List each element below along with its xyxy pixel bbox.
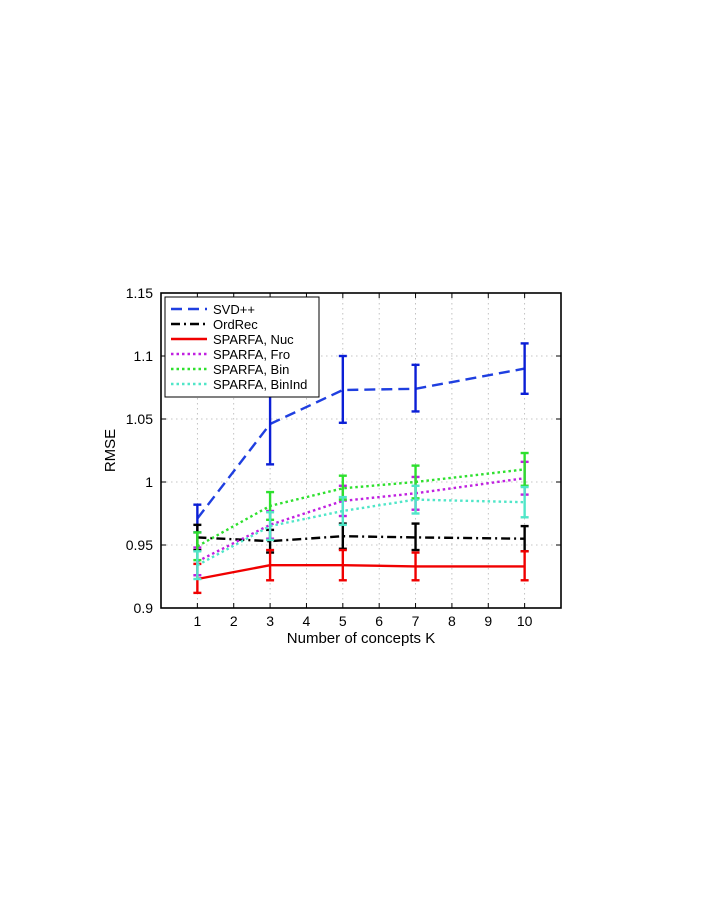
x-axis-label: Number of concepts K: [287, 630, 435, 647]
error-bar-svd: [338, 354, 347, 424]
y-axis-label: RMSE: [102, 429, 119, 472]
error-bar-sparfa-nuc: [520, 550, 529, 582]
y-tick-label: 1.05: [126, 411, 153, 427]
error-bar-sparfa-bin: [520, 451, 529, 487]
error-bar-svd: [411, 363, 420, 413]
error-bar-sparfa-nuc: [411, 551, 420, 582]
y-tick-label: 0.9: [134, 600, 154, 616]
series-line-sparfa-nuc: [197, 564, 525, 581]
error-bar-sparfa-binind: [338, 495, 347, 527]
legend-label-sparfa-binind: SPARFA, BinInd: [213, 377, 307, 392]
series-sparfa-bin: [193, 451, 529, 562]
legend-label-svd: SVD++: [213, 302, 255, 317]
series-sparfa-nuc: [193, 548, 529, 595]
x-tick-label: 5: [339, 613, 347, 629]
x-tick-label: 9: [484, 613, 492, 629]
y-tick-label: 1.1: [134, 348, 154, 364]
y-tick-label: 0.95: [126, 537, 153, 553]
x-tick-label: 8: [448, 613, 456, 629]
error-bar-sparfa-binind: [411, 484, 420, 515]
x-tick-label: 7: [412, 613, 420, 629]
series-line-sparfa-binind: [196, 498, 525, 567]
legend-label-sparfa-nuc: SPARFA, Nuc: [213, 332, 294, 347]
series-svd: [193, 342, 529, 534]
legend-box: [164, 296, 320, 398]
series-line-svd: [196, 367, 525, 520]
series-line-ordrec: [197, 535, 525, 543]
series-sparfa-binind: [193, 484, 529, 581]
y-tick-label: 1.15: [126, 285, 153, 301]
series-layer: [193, 342, 529, 595]
axis-ticks: 1 2 3 4 5 6 7 8 9 10 0.9 0.95 1 1.05 1.1 1.15: [126, 285, 561, 629]
legend-label-sparfa-fro: SPARFA, Fro: [213, 347, 290, 362]
y-tick-label: 1: [145, 474, 153, 490]
series-line-sparfa-bin: [196, 468, 525, 548]
series-sparfa-fro: [193, 460, 529, 577]
error-bar-sparfa-nuc: [338, 548, 347, 582]
x-tick-label: 3: [266, 613, 274, 629]
legend-label-ordrec: OrdRec: [213, 317, 258, 332]
error-bar-sparfa-binind: [193, 550, 202, 581]
legend-label-sparfa-bin: SPARFA, Bin: [213, 362, 289, 377]
x-tick-label: 2: [230, 613, 238, 629]
error-bar-sparfa-nuc: [266, 548, 275, 582]
error-bar-ordrec: [338, 522, 347, 550]
error-bar-sparfa-binind: [266, 511, 275, 542]
x-tick-label: 1: [193, 613, 201, 629]
error-bar-sparfa-binind: [520, 485, 529, 519]
error-bar-ordrec: [411, 522, 420, 552]
error-bar-svd: [520, 342, 529, 395]
x-tick-label: 10: [517, 613, 533, 629]
x-tick-label: 6: [375, 613, 383, 629]
x-tick-label: 4: [303, 613, 311, 629]
plot-frame: [160, 292, 562, 609]
